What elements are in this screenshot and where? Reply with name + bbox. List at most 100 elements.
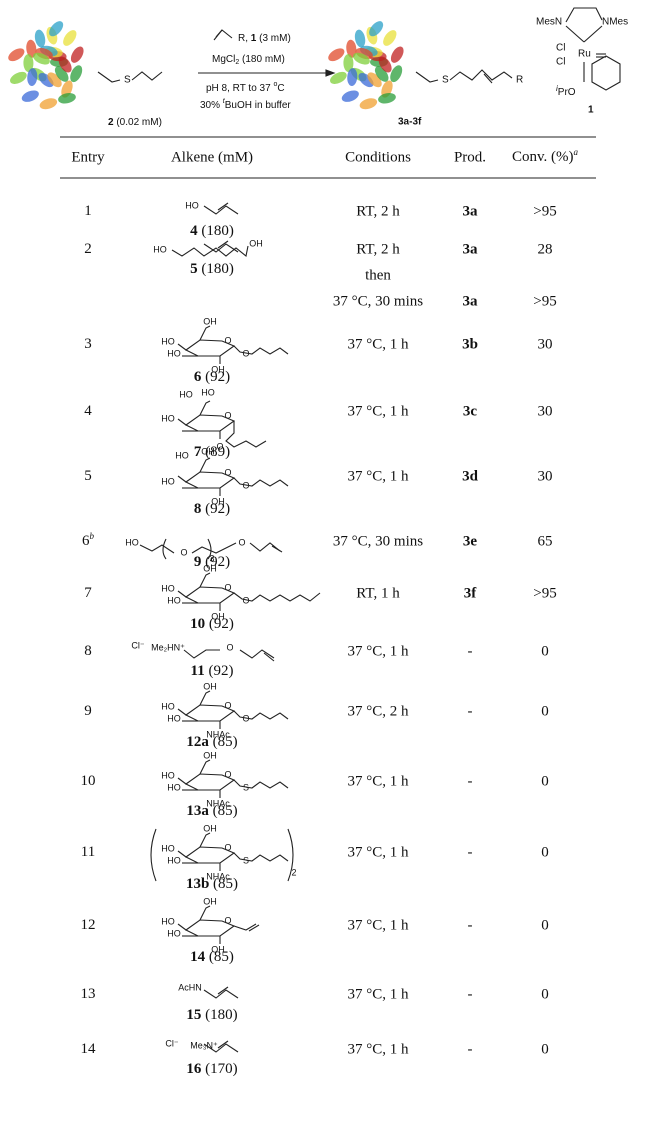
protein-blob [58, 93, 76, 104]
bond [217, 202, 229, 211]
entry: 14 [81, 1041, 97, 1057]
bond [233, 852, 289, 862]
structure: OH HO HO O OH [161, 896, 260, 954]
conditions: 37 °C, 30 mins [333, 533, 423, 549]
protein-blob [23, 54, 34, 73]
protein-blob [347, 68, 358, 87]
conversion: 0 [541, 703, 549, 719]
product: - [468, 844, 473, 860]
atom: Ru [578, 49, 591, 60]
header: Prod. [454, 149, 486, 165]
compound: 11 (92) [191, 663, 234, 679]
atom-label: O [224, 769, 231, 779]
atom-label: OH [203, 896, 217, 906]
protein-blob [367, 72, 382, 88]
entry-number: 9 [84, 703, 92, 719]
entry: 3 [84, 336, 92, 352]
atom-label: HO [161, 770, 175, 780]
entry-number: 5 [84, 468, 92, 484]
conditions: then [365, 267, 391, 283]
atom-label: Me₃N⁺ [190, 1040, 218, 1050]
condition: 30% tBuOH in buffer [200, 98, 291, 111]
conversion: 0 [541, 844, 549, 860]
bond [199, 325, 211, 341]
catalyst-label: 1 [588, 105, 594, 116]
protein-blob [70, 65, 83, 83]
concentration: (180) [198, 261, 234, 277]
bond [225, 421, 267, 448]
bond [177, 343, 187, 351]
atom: MesN [536, 17, 562, 28]
compound-number: 11 [191, 663, 205, 679]
header: Entry [71, 149, 105, 165]
sulfur: S [442, 75, 449, 86]
protein-blob [343, 54, 354, 73]
catalyst: MesN NMes Cl Ru Cl iPrO 1 [536, 7, 628, 116]
protein-blob [390, 65, 403, 83]
compound: 4 (180) [190, 223, 234, 239]
compound: 8 (92) [194, 501, 230, 517]
protein-blob [38, 72, 54, 88]
product: - [468, 703, 473, 719]
protein-blob [63, 30, 77, 46]
atom-label: HO [201, 387, 215, 397]
conditions: 37 °C, 1 h [347, 844, 409, 860]
protein-blob [353, 52, 370, 65]
product: 3a-3f [398, 117, 422, 128]
conversion: 65 [538, 533, 553, 549]
compound: 14 (85) [190, 949, 234, 965]
bond [217, 1040, 229, 1049]
atom-label: OH [249, 238, 263, 248]
entry-number: 8 [84, 643, 92, 659]
bond [177, 475, 187, 483]
conditions: 37 °C, 1 h [347, 336, 409, 352]
protein-blob [26, 39, 37, 58]
atom-label: HO [167, 348, 181, 358]
atom-label: O [224, 467, 231, 477]
product: - [468, 986, 473, 1002]
atom-label: NHAc [206, 729, 230, 739]
atom-label: HO [167, 928, 181, 938]
atom-label: OH [203, 750, 217, 760]
conditions: 37 °C, 1 h [347, 917, 409, 933]
entry-number: 13 [81, 986, 96, 1002]
entry: 2 [84, 241, 92, 257]
bond [199, 572, 211, 588]
concentration: (180) [198, 223, 234, 239]
protein-blob [47, 72, 62, 88]
structure: AcHN [178, 982, 239, 999]
header: Conv. (%)a [512, 147, 579, 165]
atom-label: OH [211, 364, 225, 374]
atom-label: OH [211, 611, 225, 621]
bond [565, 7, 603, 23]
structure: HO O 3 O [125, 537, 283, 563]
atom-label: HO [179, 389, 193, 399]
protein-blob [354, 29, 366, 48]
bond [203, 243, 239, 253]
atom: Cl [556, 57, 565, 68]
atom-label: HO [161, 476, 175, 486]
structure: OH HO HO O O OH [161, 563, 321, 621]
atom-label: AcHN [178, 982, 202, 992]
concentration: (85) [209, 734, 238, 750]
bond [233, 592, 321, 602]
bond [183, 649, 220, 659]
conditions: 37 °C, 1 h [347, 643, 409, 659]
bond [263, 652, 275, 662]
compound: 10 (92) [190, 616, 234, 632]
bond [233, 923, 257, 931]
bond [217, 986, 229, 995]
entry: 1 [84, 203, 92, 219]
ring [591, 55, 621, 91]
bond [191, 542, 237, 554]
atom-label: O [224, 700, 231, 710]
bond [239, 649, 275, 659]
r-group: R [516, 75, 523, 86]
entry: 9 [84, 703, 92, 719]
conversion: >95 [533, 293, 556, 309]
atom: NMes [602, 17, 628, 28]
bond [449, 69, 513, 81]
